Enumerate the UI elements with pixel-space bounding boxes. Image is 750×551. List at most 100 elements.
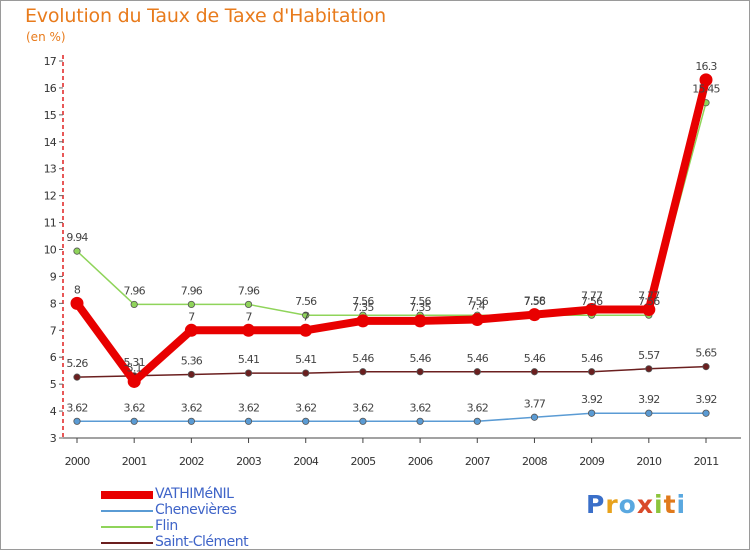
data-point — [473, 417, 481, 425]
data-label: 5.65 — [695, 347, 717, 360]
data-point — [187, 370, 195, 379]
data-point — [244, 369, 253, 377]
y-tick-label: 9 — [50, 270, 57, 283]
data-label: 16.3 — [695, 60, 717, 73]
legend-label-vathimenil: VATHIMéNIL — [155, 486, 234, 502]
data-point — [73, 373, 81, 381]
series-line — [76, 365, 707, 378]
data-label: 7.58 — [524, 295, 546, 308]
series-line — [76, 101, 707, 316]
data-label: 7 — [245, 310, 252, 323]
data-label: 5.46 — [581, 352, 603, 365]
x-tick-label: 2009 — [579, 455, 605, 468]
data-label: 3.62 — [66, 401, 87, 414]
y-tick-label: 14 — [44, 136, 57, 149]
data-point — [588, 368, 596, 376]
logo-letter: P — [586, 490, 606, 519]
x-tick-label: 2001 — [122, 455, 147, 468]
data-labels: 3.62 3.62 3.62 3.62 3.62 3.62 3.62 3.62 3.77 3.92… — [66, 60, 721, 414]
legend: VATHIMéNIL Chenevières Flin Saint-Clémen… — [101, 486, 341, 551]
data-point — [244, 417, 253, 425]
data-point — [302, 311, 310, 319]
x-tick-label: 2000 — [65, 455, 91, 468]
x-tick-label: 2002 — [179, 455, 204, 468]
data-label: 9.94 — [66, 231, 88, 244]
data-point — [187, 300, 195, 309]
data-label: 5.46 — [467, 352, 489, 365]
data-point — [699, 73, 713, 87]
data-label: 3.62 — [409, 401, 430, 414]
data-point — [416, 368, 424, 376]
data-label: 3.62 — [352, 401, 373, 414]
y-tick-label: 13 — [44, 163, 57, 176]
data-label: 3.62 — [467, 401, 488, 414]
x-tick-label: 2008 — [522, 455, 548, 468]
data-point — [473, 368, 481, 376]
data-point — [702, 363, 710, 371]
data-point — [302, 369, 310, 377]
data-label: 7.56 — [638, 295, 660, 308]
legend-swatch-saint-clement — [101, 542, 153, 544]
data-label: 5.41 — [238, 353, 259, 366]
data-point — [585, 303, 599, 317]
y-tick-label: 12 — [44, 190, 56, 203]
data-label: 5.26 — [66, 357, 88, 370]
data-label: 7.56 — [467, 295, 489, 308]
chart-subtitle: (en %) — [26, 30, 66, 44]
x-tick-label: 2007 — [465, 455, 491, 468]
data-label: 3.92 — [581, 393, 602, 406]
axes: 3 4 5 6 7 8 9 10 11 12 13 14 15 16 17 2000 2001 2002 2003 2… — [44, 55, 741, 468]
data-point — [470, 313, 484, 327]
legend-swatch-chenevieres — [101, 510, 153, 512]
y-tick-label: 17 — [44, 55, 57, 68]
data-label: 7.56 — [524, 295, 546, 308]
data-point — [359, 368, 367, 376]
data-label: 7.56 — [409, 295, 431, 308]
data-point — [184, 323, 198, 337]
data-label: 5.31 — [124, 356, 145, 369]
legend-label-chenevieres: Chenevières — [155, 502, 237, 518]
data-point — [645, 365, 653, 373]
y-tick-label: 8 — [50, 297, 57, 310]
logo-letter: i — [654, 490, 664, 519]
data-label: 3.92 — [638, 393, 659, 406]
y-tick-label: 11 — [44, 217, 56, 230]
data-point — [302, 417, 310, 425]
data-point — [642, 303, 656, 317]
y-tick-label: 16 — [44, 82, 57, 95]
data-label: 7 — [303, 310, 310, 323]
data-label: 7.96 — [181, 284, 203, 297]
data-point — [299, 323, 313, 337]
y-tick-label: 6 — [50, 351, 57, 364]
series-line — [76, 412, 707, 423]
data-point — [242, 323, 256, 337]
data-label: 7 — [188, 310, 195, 323]
legend-item-flin: Flin — [101, 518, 341, 535]
x-tick-label: 2003 — [236, 455, 262, 468]
data-point — [130, 300, 138, 309]
proxiti-logo: Proxiti — [586, 490, 686, 519]
data-point — [127, 374, 141, 388]
chart-title: Evolution du Taux de Taxe d'Habitation — [25, 5, 386, 27]
data-label: 7.96 — [124, 284, 146, 297]
data-label: 7.56 — [581, 295, 603, 308]
legend-swatch-vathimenil — [101, 491, 153, 499]
data-label: 3.62 — [295, 401, 316, 414]
data-label: 7.56 — [295, 295, 317, 308]
data-label: 5.36 — [181, 354, 203, 367]
data-label: 7.77 — [638, 290, 660, 303]
series-layer — [70, 73, 713, 425]
data-point — [530, 413, 539, 421]
x-tick-label: 2005 — [351, 455, 377, 468]
data-label: 3.62 — [181, 401, 202, 414]
data-label: 5.46 — [409, 352, 431, 365]
data-label: 5.41 — [295, 353, 316, 366]
data-point — [588, 409, 596, 417]
data-label: 15.45 — [692, 83, 720, 96]
data-label: 7.4 — [470, 300, 486, 313]
data-label: 5.46 — [352, 352, 374, 365]
logo-letter: r — [605, 490, 619, 519]
data-point — [73, 247, 81, 255]
